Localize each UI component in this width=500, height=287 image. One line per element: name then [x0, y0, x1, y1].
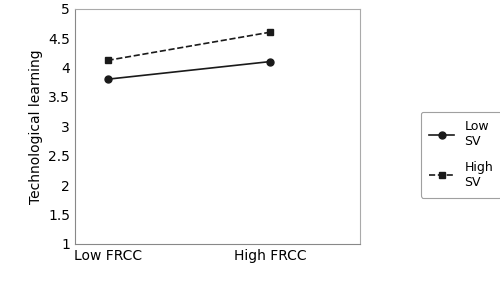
- Y-axis label: Technological learning: Technological learning: [28, 49, 42, 203]
- Legend: Low
SV, High
SV: Low SV, High SV: [420, 112, 500, 197]
